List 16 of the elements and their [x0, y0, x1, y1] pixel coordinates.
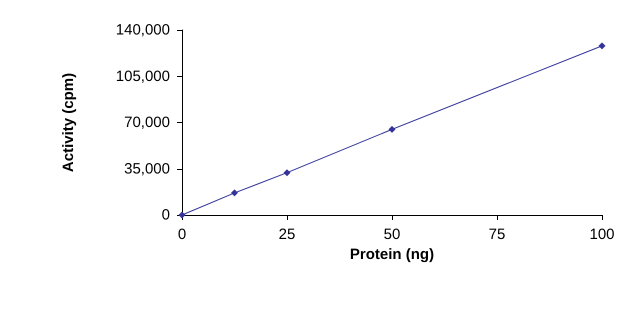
y-tick-label: 70,000: [124, 114, 170, 131]
y-tick-label: 0: [162, 206, 170, 224]
y-tick-label: 140,000: [116, 22, 170, 38]
point: [284, 169, 290, 176]
x-tick-label: 0: [178, 226, 186, 243]
x-tick-label: 100: [589, 226, 615, 243]
point: [388, 126, 396, 133]
x-tick-label: 25: [278, 226, 296, 243]
point: [598, 42, 606, 50]
x-tick-label: 50: [384, 226, 400, 243]
y-axis-title: Activity (cpm): [60, 72, 77, 172]
x-tick-label: 75: [488, 226, 506, 243]
x-axis-title: Protein (ng): [350, 246, 434, 263]
y-tick-label: 105,000: [116, 68, 170, 85]
point: [231, 189, 238, 196]
y-tick-label: 35,000: [124, 160, 170, 178]
